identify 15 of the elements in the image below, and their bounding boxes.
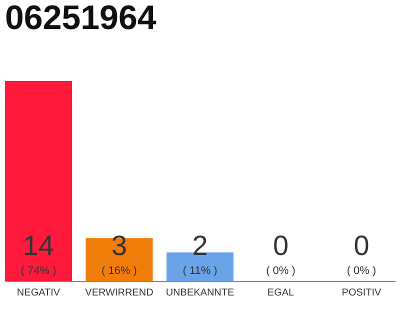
x-tick-label: UNBEKANNTE bbox=[166, 288, 234, 298]
data-label: 14 bbox=[22, 230, 54, 261]
x-tick-label: NEGATIV bbox=[16, 288, 60, 298]
x-tick-label: POSITIV bbox=[342, 288, 382, 298]
annotation: ( 11% ) bbox=[182, 265, 218, 277]
annotation: ( 16% ) bbox=[102, 265, 137, 277]
annotation: ( 74% ) bbox=[20, 265, 56, 277]
x-tick-label: EGAL bbox=[267, 288, 295, 298]
data-label: 0 bbox=[354, 230, 370, 261]
data-label: 3 bbox=[111, 230, 128, 261]
chart-title: 06251964 bbox=[5, 0, 156, 37]
annotation: ( 0% ) bbox=[346, 265, 376, 277]
annotation: ( 0% ) bbox=[266, 265, 296, 277]
x-tick-label: VERWIRREND bbox=[85, 288, 154, 298]
data-label: 0 bbox=[272, 230, 289, 261]
